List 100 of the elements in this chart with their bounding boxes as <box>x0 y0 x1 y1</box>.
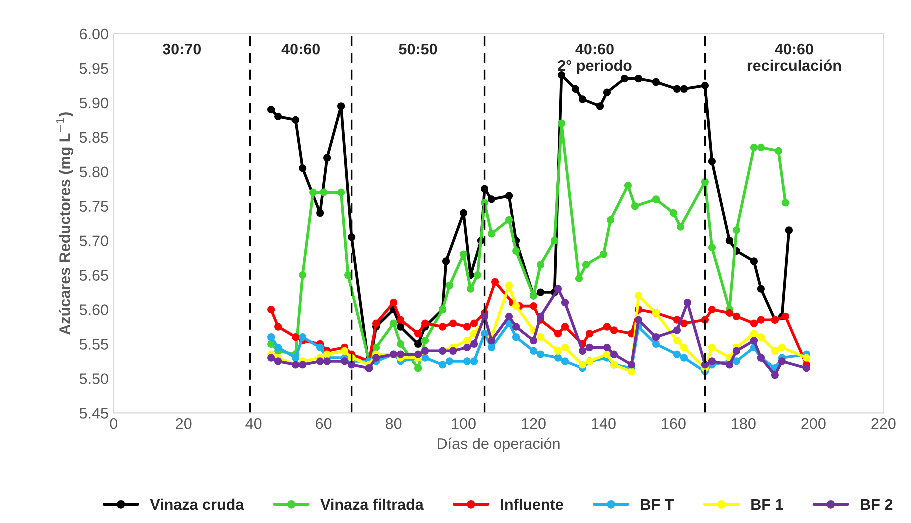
point <box>268 306 276 314</box>
point <box>610 350 618 358</box>
point <box>554 354 562 362</box>
point <box>684 299 692 307</box>
y-tick-label: 5.85 <box>80 132 108 144</box>
point <box>582 261 590 269</box>
y-tick-label: 5.75 <box>80 201 108 212</box>
point <box>505 216 514 224</box>
point <box>536 261 545 269</box>
legend-label: Influente <box>501 498 564 510</box>
point <box>732 347 741 355</box>
point <box>268 334 276 342</box>
point <box>274 344 282 352</box>
point <box>340 358 349 366</box>
point <box>628 361 636 369</box>
point <box>785 226 794 234</box>
point <box>673 85 682 93</box>
point <box>750 336 758 345</box>
point <box>708 358 716 366</box>
y-tick-label: 6.00 <box>80 28 108 40</box>
point <box>536 312 545 320</box>
point <box>488 196 496 204</box>
point <box>750 330 758 338</box>
annotation: 30:70 <box>162 44 202 55</box>
point <box>578 96 587 104</box>
x-tick-label: 140 <box>592 418 616 430</box>
point <box>701 178 710 186</box>
point <box>488 344 496 352</box>
y-tick-label: 5.60 <box>80 304 108 316</box>
point <box>292 116 300 124</box>
point <box>802 354 811 362</box>
point <box>726 237 734 245</box>
point <box>561 358 570 366</box>
point <box>463 344 472 352</box>
point <box>466 285 475 293</box>
y-tick-label: 5.95 <box>80 63 108 74</box>
point <box>628 368 636 376</box>
point <box>536 350 545 358</box>
y-tick-label: 5.90 <box>80 98 108 109</box>
point <box>274 358 282 366</box>
point <box>561 344 570 352</box>
point <box>603 88 612 96</box>
point <box>750 320 758 328</box>
point <box>603 344 612 352</box>
point <box>299 271 307 280</box>
point <box>596 102 604 110</box>
y-tick-label: 5.45 <box>80 408 108 419</box>
point <box>757 316 766 324</box>
point <box>316 358 324 366</box>
point <box>474 271 482 280</box>
point <box>708 158 716 166</box>
point <box>726 309 734 318</box>
point <box>600 250 608 258</box>
point <box>446 358 454 366</box>
point <box>414 330 422 338</box>
point <box>396 316 405 324</box>
point <box>606 216 615 224</box>
point <box>634 316 643 324</box>
point <box>554 330 562 338</box>
point <box>390 320 398 328</box>
point <box>463 323 472 331</box>
point <box>512 323 520 331</box>
point <box>558 120 566 128</box>
point <box>421 336 430 345</box>
point <box>530 302 538 310</box>
point <box>414 350 422 358</box>
x-tick-label: 20 <box>176 418 192 430</box>
point <box>480 330 489 338</box>
point <box>572 85 580 93</box>
legend-label: BF T <box>641 499 674 510</box>
y-tick-label: 5.70 <box>80 236 108 247</box>
point <box>488 230 496 238</box>
y-tick-label: 5.65 <box>80 270 108 281</box>
x-tick-label: 0 <box>110 418 118 430</box>
y-tick-label: 5.80 <box>80 166 108 178</box>
point <box>778 358 786 366</box>
point <box>438 361 447 369</box>
point <box>536 288 545 296</box>
point <box>268 354 276 362</box>
point <box>274 112 282 121</box>
point <box>396 340 405 348</box>
point <box>732 312 741 320</box>
point <box>652 340 660 348</box>
point <box>480 312 489 320</box>
legend-label: BF 1 <box>752 499 784 510</box>
point <box>586 344 594 352</box>
x-tick-label: 120 <box>522 418 546 430</box>
point <box>782 199 790 207</box>
point <box>470 340 478 348</box>
point <box>610 326 618 334</box>
point <box>512 334 520 342</box>
y-tick-label: 5.50 <box>80 374 108 384</box>
point <box>348 361 356 369</box>
x-tick-label: 100 <box>452 418 476 430</box>
point <box>337 188 346 196</box>
point <box>771 371 780 380</box>
point <box>631 202 640 210</box>
point <box>324 154 332 162</box>
point <box>449 320 458 328</box>
point <box>676 223 685 231</box>
